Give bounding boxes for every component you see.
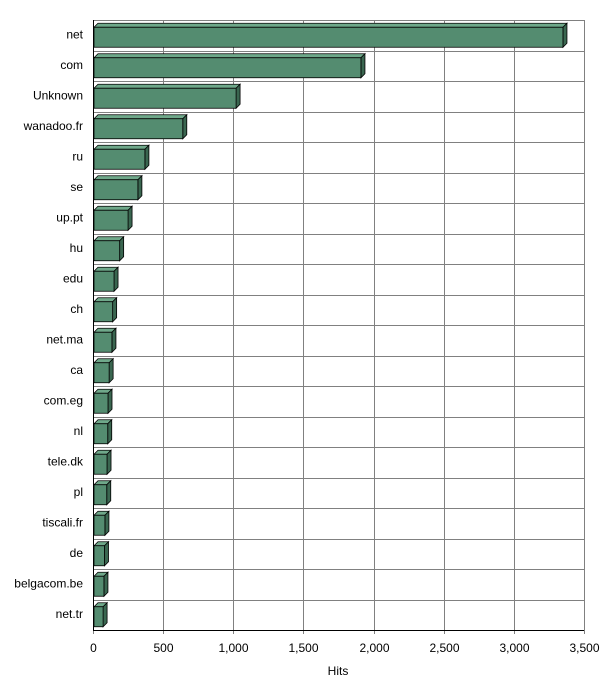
x-tick-label: 0 [90,641,97,655]
x-tick-label: 3,500 [569,641,599,655]
x-tick-label: 500 [153,641,173,655]
x-tick-label: 1,500 [288,641,318,655]
bar-side [113,266,119,293]
bar [93,453,108,475]
y-tick-label: de [70,546,84,560]
y-tick-label: nl [74,424,83,438]
bar-side [104,540,109,567]
bar [93,87,237,109]
x-tick-label: 1,000 [218,641,248,655]
bar [93,423,109,445]
bar-side [112,296,118,323]
x-axis-title: Hits [328,664,349,678]
y-tick-label: edu [63,271,83,285]
y-tick-label: se [70,180,83,194]
bar-side [562,22,568,49]
y-tick-label: pl [74,485,83,499]
bar-top [93,144,150,150]
bar-top [93,236,125,242]
bar-side [102,601,108,628]
y-tick-label: net [66,27,83,41]
bar-side [108,357,114,384]
bar [93,118,184,140]
bar-side [104,510,110,537]
bar-top [93,22,568,28]
y-tick-label: belgacom.be [14,576,83,590]
bar-top [93,114,188,120]
bar-side [360,52,366,79]
y-tick-label: up.pt [56,210,83,224]
bar-top [93,175,143,181]
bar [93,270,115,292]
x-tick-label: 2,000 [359,641,389,655]
x-tick-label: 2,500 [429,641,459,655]
y-tick-label: com [60,58,83,72]
bar [93,545,105,567]
y-tick-label: ch [70,302,83,316]
bar [93,606,104,628]
bar [93,331,113,353]
bar [93,514,106,536]
bar [93,209,129,231]
bar [93,26,564,48]
bar-side [137,174,143,201]
y-tick-label: ru [72,149,83,163]
y-tick-label: wanadoo.fr [23,119,83,133]
bar [93,575,105,597]
bar-side [235,83,241,110]
y-tick-label: hu [70,241,83,255]
bar [93,301,114,323]
bar-side [106,479,112,506]
bar-side [144,144,150,171]
bar-side [182,113,188,140]
y-tick-label: com.eg [44,393,83,407]
y-tick-label: tele.dk [48,454,84,468]
bar-side [107,388,113,415]
y-tick-label: ca [70,363,83,377]
bar [93,240,121,262]
bar-side [103,571,109,598]
y-tick-label: tiscali.fr [42,515,83,529]
y-tick-label: net.ma [46,332,83,346]
x-tick-label: 3,000 [499,641,529,655]
bar-top [93,205,134,211]
bar [93,392,109,414]
bar-side [106,449,112,476]
bar [93,179,139,201]
y-tick-label: net.tr [56,607,83,621]
bar-side [107,418,113,445]
bar [93,57,362,79]
y-tick-label: Unknown [33,88,83,102]
bar-top [93,83,242,89]
bar [93,148,146,170]
bar-side [119,235,125,262]
bar-top [93,53,366,59]
bar [93,362,110,384]
bar-side [127,205,133,232]
bar [93,484,108,506]
bar-side [111,327,117,354]
